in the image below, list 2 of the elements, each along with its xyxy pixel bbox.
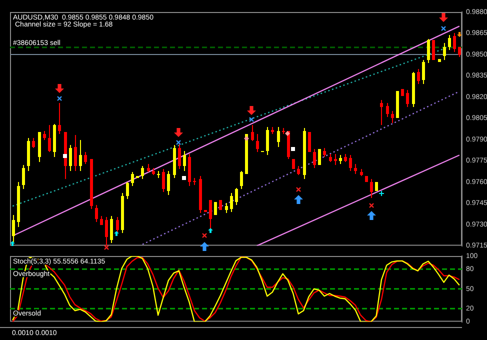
candlestick [193, 178, 196, 185]
candlestick [157, 171, 160, 178]
